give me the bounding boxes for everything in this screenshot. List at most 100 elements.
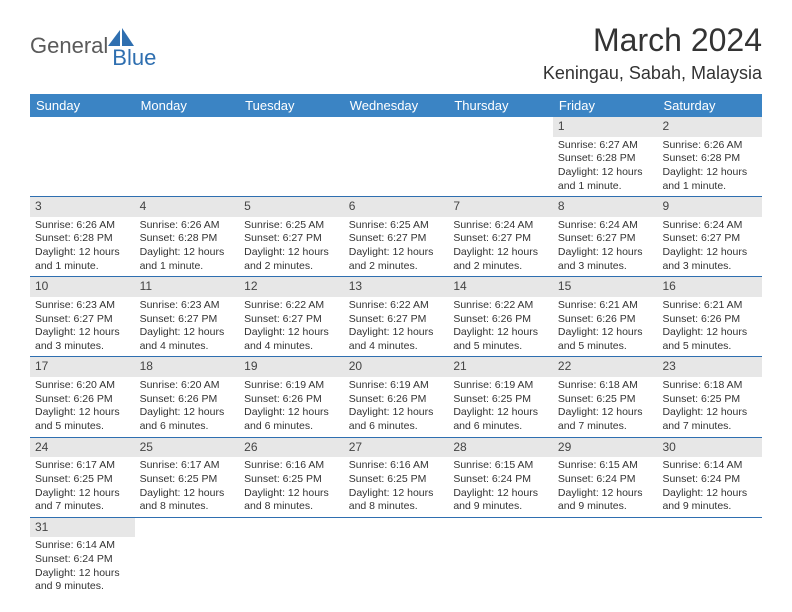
sunset: Sunset: 6:24 PM — [35, 553, 130, 567]
day-number: 1 — [553, 117, 658, 137]
day-body: Sunrise: 6:19 AMSunset: 6:26 PMDaylight:… — [344, 377, 449, 437]
day-number: 22 — [553, 357, 658, 377]
day-body: Sunrise: 6:15 AMSunset: 6:24 PMDaylight:… — [553, 457, 658, 517]
weekday-header: Tuesday — [239, 94, 344, 117]
day-body: Sunrise: 6:26 AMSunset: 6:28 PMDaylight:… — [135, 217, 240, 277]
title-block: March 2024 Keningau, Sabah, Malaysia — [543, 22, 762, 84]
empty-cell — [344, 518, 449, 597]
day-cell: 29Sunrise: 6:15 AMSunset: 6:24 PMDayligh… — [553, 438, 658, 517]
sunset: Sunset: 6:26 PM — [244, 393, 339, 407]
day-number: 13 — [344, 277, 449, 297]
daylight: Daylight: 12 hours and 1 minute. — [140, 246, 235, 273]
day-cell: 24Sunrise: 6:17 AMSunset: 6:25 PMDayligh… — [30, 438, 135, 517]
day-cell: 23Sunrise: 6:18 AMSunset: 6:25 PMDayligh… — [657, 357, 762, 436]
sunset: Sunset: 6:26 PM — [453, 313, 548, 327]
day-cell: 22Sunrise: 6:18 AMSunset: 6:25 PMDayligh… — [553, 357, 658, 436]
empty-cell — [239, 117, 344, 196]
day-cell: 2Sunrise: 6:26 AMSunset: 6:28 PMDaylight… — [657, 117, 762, 196]
empty-cell — [448, 518, 553, 597]
day-cell: 9Sunrise: 6:24 AMSunset: 6:27 PMDaylight… — [657, 197, 762, 276]
sunset: Sunset: 6:27 PM — [662, 232, 757, 246]
daylight: Daylight: 12 hours and 5 minutes. — [662, 326, 757, 353]
day-cell: 12Sunrise: 6:22 AMSunset: 6:27 PMDayligh… — [239, 277, 344, 356]
logo: General Blue — [30, 28, 156, 63]
day-number: 28 — [448, 438, 553, 458]
day-body: Sunrise: 6:27 AMSunset: 6:28 PMDaylight:… — [553, 137, 658, 197]
sunset: Sunset: 6:27 PM — [244, 313, 339, 327]
day-number: 16 — [657, 277, 762, 297]
day-number: 19 — [239, 357, 344, 377]
empty-cell — [30, 117, 135, 196]
daylight: Daylight: 12 hours and 9 minutes. — [453, 487, 548, 514]
daylight: Daylight: 12 hours and 1 minute. — [35, 246, 130, 273]
empty-cell — [448, 117, 553, 196]
weekday-header: Thursday — [448, 94, 553, 117]
day-number: 10 — [30, 277, 135, 297]
empty-cell — [135, 518, 240, 597]
day-body: Sunrise: 6:26 AMSunset: 6:28 PMDaylight:… — [657, 137, 762, 197]
day-number: 27 — [344, 438, 449, 458]
daylight: Daylight: 12 hours and 6 minutes. — [349, 406, 444, 433]
day-body: Sunrise: 6:15 AMSunset: 6:24 PMDaylight:… — [448, 457, 553, 517]
logo-text-2: Blue — [112, 45, 156, 71]
day-cell: 15Sunrise: 6:21 AMSunset: 6:26 PMDayligh… — [553, 277, 658, 356]
day-number: 3 — [30, 197, 135, 217]
sunrise: Sunrise: 6:16 AM — [244, 459, 339, 473]
sunrise: Sunrise: 6:19 AM — [244, 379, 339, 393]
day-number: 24 — [30, 438, 135, 458]
daylight: Daylight: 12 hours and 6 minutes. — [244, 406, 339, 433]
day-cell: 26Sunrise: 6:16 AMSunset: 6:25 PMDayligh… — [239, 438, 344, 517]
sunrise: Sunrise: 6:19 AM — [453, 379, 548, 393]
daylight: Daylight: 12 hours and 2 minutes. — [349, 246, 444, 273]
sunset: Sunset: 6:25 PM — [35, 473, 130, 487]
sunset: Sunset: 6:27 PM — [453, 232, 548, 246]
day-number: 29 — [553, 438, 658, 458]
empty-cell — [135, 117, 240, 196]
sunrise: Sunrise: 6:22 AM — [244, 299, 339, 313]
day-cell: 14Sunrise: 6:22 AMSunset: 6:26 PMDayligh… — [448, 277, 553, 356]
weekday-header: Wednesday — [344, 94, 449, 117]
day-cell: 18Sunrise: 6:20 AMSunset: 6:26 PMDayligh… — [135, 357, 240, 436]
week-row: 3Sunrise: 6:26 AMSunset: 6:28 PMDaylight… — [30, 197, 762, 277]
empty-cell — [239, 518, 344, 597]
day-body: Sunrise: 6:24 AMSunset: 6:27 PMDaylight:… — [448, 217, 553, 277]
day-number: 15 — [553, 277, 658, 297]
weekday-header: Friday — [553, 94, 658, 117]
day-cell: 21Sunrise: 6:19 AMSunset: 6:25 PMDayligh… — [448, 357, 553, 436]
sunset: Sunset: 6:27 PM — [244, 232, 339, 246]
empty-cell — [553, 518, 658, 597]
day-body: Sunrise: 6:18 AMSunset: 6:25 PMDaylight:… — [657, 377, 762, 437]
day-body: Sunrise: 6:21 AMSunset: 6:26 PMDaylight:… — [553, 297, 658, 357]
day-cell: 7Sunrise: 6:24 AMSunset: 6:27 PMDaylight… — [448, 197, 553, 276]
sunset: Sunset: 6:28 PM — [35, 232, 130, 246]
day-body: Sunrise: 6:24 AMSunset: 6:27 PMDaylight:… — [553, 217, 658, 277]
sunrise: Sunrise: 6:17 AM — [35, 459, 130, 473]
month-title: March 2024 — [543, 22, 762, 59]
day-cell: 27Sunrise: 6:16 AMSunset: 6:25 PMDayligh… — [344, 438, 449, 517]
sunset: Sunset: 6:26 PM — [140, 393, 235, 407]
sunset: Sunset: 6:25 PM — [244, 473, 339, 487]
empty-cell — [657, 518, 762, 597]
day-cell: 8Sunrise: 6:24 AMSunset: 6:27 PMDaylight… — [553, 197, 658, 276]
sunset: Sunset: 6:28 PM — [558, 152, 653, 166]
sunset: Sunset: 6:27 PM — [558, 232, 653, 246]
day-cell: 19 Sunrise: 6:19 AMSunset: 6:26 PMDayligh… — [239, 357, 344, 436]
day-cell: 30Sunrise: 6:14 AMSunset: 6:24 PMDayligh… — [657, 438, 762, 517]
sunrise: Sunrise: 6:25 AM — [244, 219, 339, 233]
daylight: Daylight: 12 hours and 4 minutes. — [140, 326, 235, 353]
day-body: Sunrise: 6:14 AMSunset: 6:24 PMDaylight:… — [30, 537, 135, 597]
day-number: 6 — [344, 197, 449, 217]
sunrise: Sunrise: 6:20 AM — [35, 379, 130, 393]
weekday-row: SundayMondayTuesdayWednesdayThursdayFrid… — [30, 94, 762, 117]
day-cell: 3Sunrise: 6:26 AMSunset: 6:28 PMDaylight… — [30, 197, 135, 276]
day-number: 17 — [30, 357, 135, 377]
week-row: 31Sunrise: 6:14 AMSunset: 6:24 PMDayligh… — [30, 518, 762, 597]
daylight: Daylight: 12 hours and 3 minutes. — [558, 246, 653, 273]
week-row: 24Sunrise: 6:17 AMSunset: 6:25 PMDayligh… — [30, 438, 762, 518]
day-cell: 31Sunrise: 6:14 AMSunset: 6:24 PMDayligh… — [30, 518, 135, 597]
day-cell: 4Sunrise: 6:26 AMSunset: 6:28 PMDaylight… — [135, 197, 240, 276]
daylight: Daylight: 12 hours and 7 minutes. — [35, 487, 130, 514]
day-cell: 25Sunrise: 6:17 AMSunset: 6:25 PMDayligh… — [135, 438, 240, 517]
weekday-header: Saturday — [657, 94, 762, 117]
sunrise: Sunrise: 6:26 AM — [662, 139, 757, 153]
